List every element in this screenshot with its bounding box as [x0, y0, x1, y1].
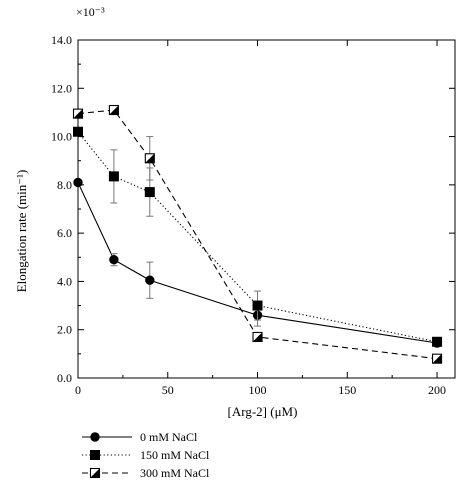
series-group — [72, 104, 443, 364]
y-tick-label: 8.0 — [57, 178, 72, 192]
data-point — [108, 104, 119, 116]
legend-label: 0 mM NaCl — [140, 430, 198, 444]
x-tick-label: 100 — [249, 383, 267, 397]
y-tick-label: 14.0 — [51, 33, 72, 47]
legend-marker — [90, 432, 100, 442]
legend-item: 300 mM NaCl — [82, 466, 210, 480]
legend-marker — [89, 467, 101, 479]
series-line — [77, 131, 438, 343]
data-point — [431, 353, 443, 364]
data-point — [72, 108, 84, 119]
y-tick-label: 0.0 — [57, 371, 72, 385]
y-multiplier-label: ×10⁻³ — [76, 5, 105, 19]
y-tick-label: 2.0 — [57, 323, 72, 337]
axes — [77, 39, 456, 379]
legend-item: 0 mM NaCl — [82, 430, 198, 444]
legend-label: 150 mM NaCl — [140, 448, 210, 462]
x-tick-label: 0 — [75, 383, 81, 397]
data-point — [73, 177, 83, 188]
series-2 — [72, 104, 443, 364]
series-0 — [73, 177, 442, 348]
x-axis-label: [Arg-2] (μM) — [228, 404, 298, 419]
y-ticks: 0.0 2.0 4.0 6.0 8.0 10.0 12.0 14.0 — [51, 33, 455, 385]
legend-item: 150 mM NaCl — [82, 448, 210, 462]
legend-marker — [90, 450, 100, 460]
data-point — [73, 126, 83, 137]
y-tick-label: 12.0 — [51, 81, 72, 95]
series-line — [77, 109, 438, 360]
data-point — [252, 331, 263, 343]
y-axis-label: Elongation rate (min⁻¹) — [14, 170, 29, 293]
data-point — [252, 300, 263, 311]
y-tick-label: 4.0 — [57, 274, 72, 288]
y-tick-label: 6.0 — [57, 226, 72, 240]
data-point — [144, 187, 155, 198]
data-point — [145, 275, 155, 285]
y-tick-label: 10.0 — [51, 130, 72, 144]
series-1 — [73, 126, 443, 347]
x-tick-label: 150 — [338, 383, 356, 397]
legend: 0 mM NaCl 150 mM NaCl 300 mM NaCl — [82, 430, 210, 480]
data-point — [144, 153, 155, 164]
x-tick-label: 200 — [428, 383, 446, 397]
data-point — [108, 171, 119, 182]
data-point — [109, 255, 119, 265]
plot-frame — [77, 39, 456, 379]
x-tick-label: 50 — [162, 383, 174, 397]
data-point — [432, 336, 443, 347]
legend-label: 300 mM NaCl — [140, 466, 210, 480]
x-ticks: 0 50 100 150 200 — [75, 40, 446, 397]
